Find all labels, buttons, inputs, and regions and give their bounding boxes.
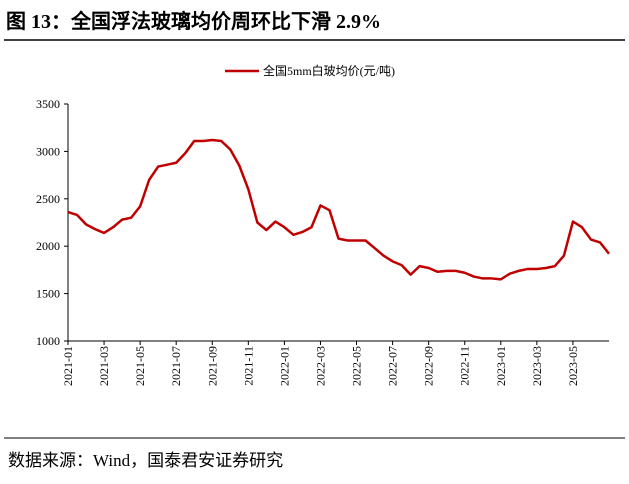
x-tick-label: 2022-05 <box>350 346 364 386</box>
x-tick-label: 2022-09 <box>422 346 436 386</box>
x-tick-label: 2021-11 <box>241 346 255 386</box>
y-tick-label: 1000 <box>36 334 60 348</box>
y-tick-label: 2500 <box>36 192 60 206</box>
x-tick-label: 2023-03 <box>530 346 544 386</box>
source: 数据来源：Wind，国泰君安证券研究 <box>8 451 283 470</box>
x-tick-label: 2023-01 <box>494 346 508 386</box>
x-tick-label: 2022-11 <box>458 346 472 386</box>
y-tick-label: 3500 <box>36 97 60 111</box>
x-tick-label: 2022-01 <box>277 346 291 386</box>
x-tick-label: 2021-05 <box>133 346 147 386</box>
x-tick-label: 2023-05 <box>566 346 580 386</box>
y-tick-label: 2000 <box>36 239 60 253</box>
x-tick-label: 2021-07 <box>169 346 183 386</box>
line-series <box>67 138 610 281</box>
y-tick-label: 3000 <box>36 144 60 158</box>
y-tick-label: 1500 <box>36 287 60 301</box>
x-tick-label: 2022-07 <box>386 346 400 386</box>
x-tick-label: 2021-03 <box>97 346 111 386</box>
chart-title: 图 13：全国浮法玻璃均价周环比下滑 2.9% <box>6 9 381 33</box>
x-tick-label: 2021-09 <box>205 346 219 386</box>
x-tick-label: 2021-01 <box>61 346 75 386</box>
legend-label: 全国5mm白玻均价(元/吨) <box>263 63 395 78</box>
x-tick-label: 2022-03 <box>313 346 327 386</box>
